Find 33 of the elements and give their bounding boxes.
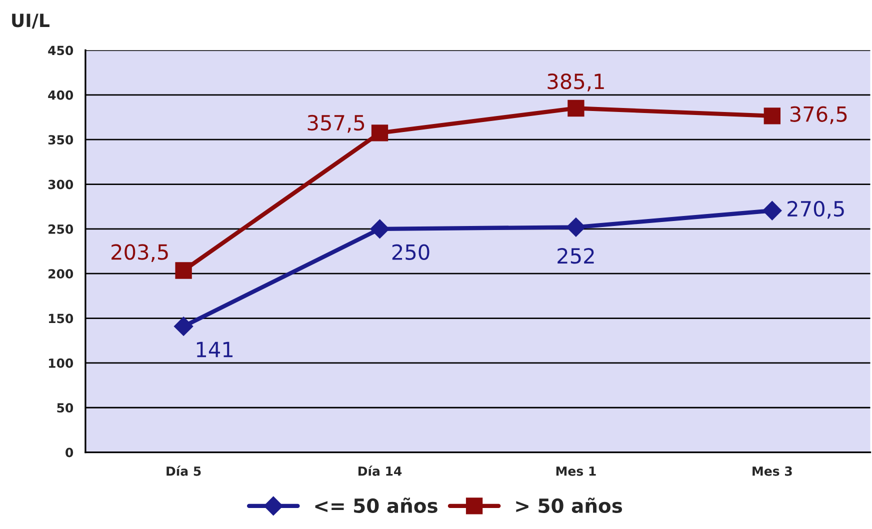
data-label: 270,5: [788, 200, 844, 219]
y-tick-label: 150: [48, 314, 74, 324]
point: [370, 219, 390, 238]
legend-label: <= 50 años: [315, 498, 438, 514]
x-tick-label: Mes 3: [752, 466, 792, 476]
data-label: 376,5: [790, 106, 847, 124]
y-tick-label: 200: [48, 269, 74, 279]
point: [764, 108, 780, 124]
y-tick-label: 350: [48, 135, 74, 145]
point: [174, 316, 194, 336]
point: [762, 201, 782, 220]
y-tick-label: 450: [48, 46, 74, 56]
y-tick-label: 400: [48, 90, 74, 100]
y-tick-label: 50: [57, 403, 74, 413]
point: [371, 124, 388, 142]
point: [568, 100, 584, 117]
y-axis-title: UI/L: [12, 14, 50, 29]
data-label: 141: [196, 342, 233, 358]
y-tick-label: 300: [48, 180, 74, 190]
data-label: 203,5: [112, 244, 168, 262]
data-label: 250: [392, 244, 430, 260]
x-tick-label: Mes 1: [556, 466, 596, 476]
point: [175, 262, 192, 279]
data-label: 357,5: [308, 114, 364, 133]
y-tick-label: 250: [48, 224, 74, 234]
x-tick-label: Día 14: [358, 466, 402, 476]
y-tick-label: 100: [48, 358, 74, 368]
data-label: 385,1: [548, 74, 604, 92]
y-tick-label: 0: [66, 448, 74, 458]
point: [566, 218, 586, 237]
x-tick-label: Día 5: [166, 466, 201, 476]
legend-label: > 50 años: [516, 498, 622, 514]
data-label: 252: [558, 248, 594, 264]
